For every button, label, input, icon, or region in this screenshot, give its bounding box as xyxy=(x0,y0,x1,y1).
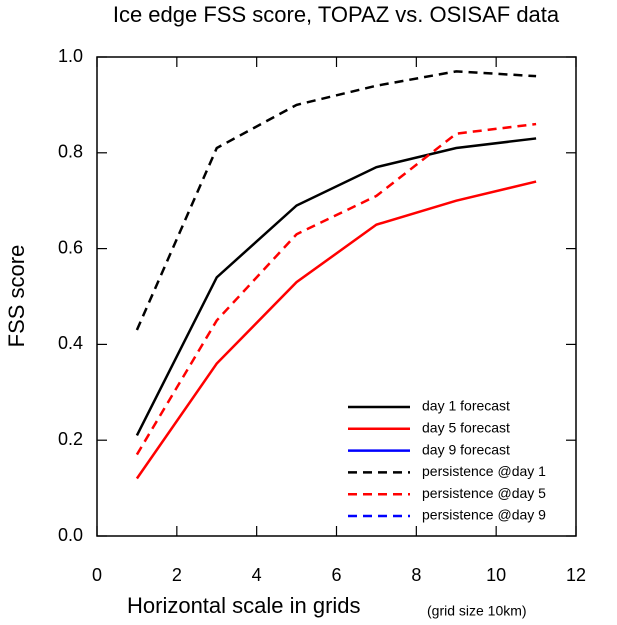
x-tick-label: 0 xyxy=(92,565,102,585)
legend-label: persistence @day 9 xyxy=(422,507,546,523)
x-tick-label: 6 xyxy=(331,565,341,585)
y-tick-label: 0.2 xyxy=(58,429,83,449)
x-tick-label: 2 xyxy=(172,565,182,585)
y-axis-label: FSS score xyxy=(4,245,29,348)
chart-title: Ice edge FSS score, TOPAZ vs. OSISAF dat… xyxy=(113,2,560,27)
series-line xyxy=(135,180,537,480)
series-line xyxy=(135,137,537,436)
x-tick-label: 8 xyxy=(411,565,421,585)
legend-label: persistence @day 1 xyxy=(422,463,546,479)
x-tick-label: 12 xyxy=(566,565,586,585)
y-tick-label: 0.8 xyxy=(58,142,83,162)
y-tick-label: 0.4 xyxy=(58,333,83,353)
legend-label: day 1 forecast xyxy=(422,398,510,414)
y-tick-label: 1.0 xyxy=(58,46,83,66)
y-tick-label: 0.0 xyxy=(58,525,83,545)
x-axis-label: Horizontal scale in grids xyxy=(127,593,361,618)
legend-label: day 9 forecast xyxy=(422,441,510,457)
y-tick-label: 0.6 xyxy=(58,237,83,257)
x-tick-label: 10 xyxy=(486,565,506,585)
series-line xyxy=(135,70,537,331)
x-axis-note: (grid size 10km) xyxy=(427,603,527,619)
x-tick-label: 4 xyxy=(252,565,262,585)
legend-label: persistence @day 5 xyxy=(422,485,546,501)
series-line xyxy=(135,122,537,456)
legend-label: day 5 forecast xyxy=(422,420,510,436)
